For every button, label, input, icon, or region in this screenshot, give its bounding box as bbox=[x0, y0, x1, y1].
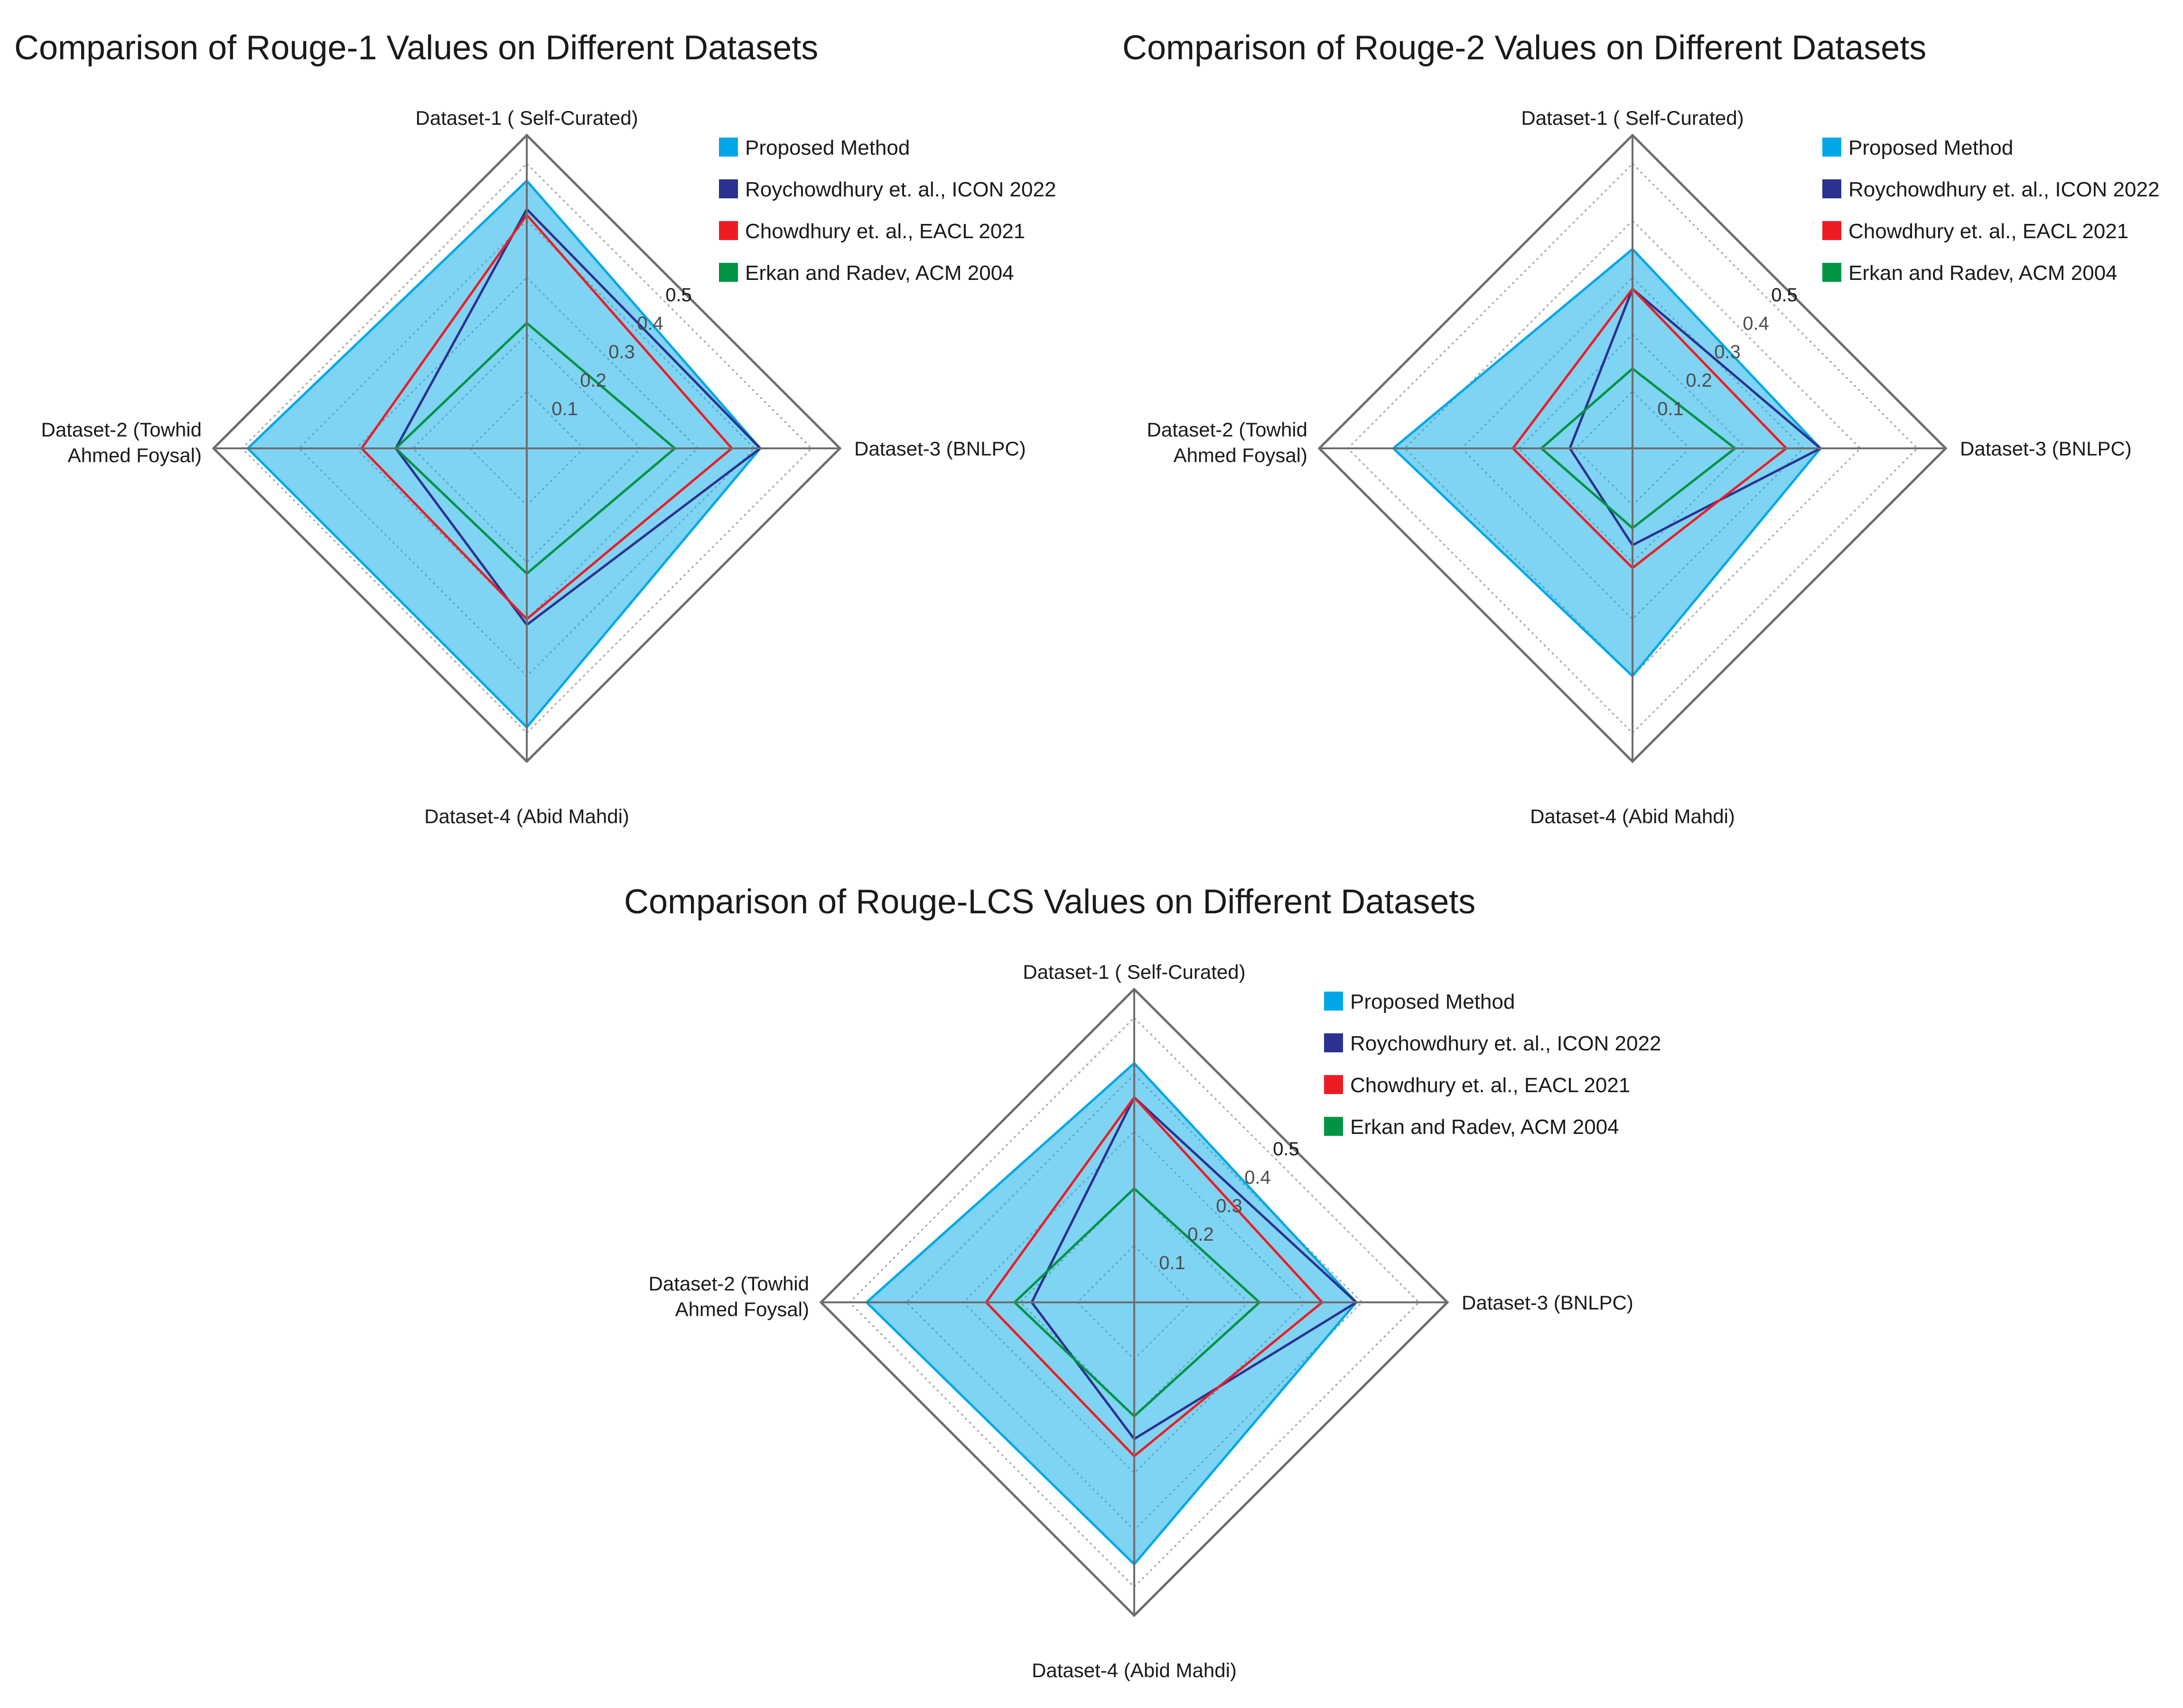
axis-label-line-2: Ahmed Foysal) bbox=[1174, 444, 1307, 466]
legend-entry-1: Proposed Method bbox=[1350, 990, 1515, 1013]
tick-label-4: 0.4 bbox=[637, 313, 663, 334]
axis-label-dataset-3: Dataset-3 (BNLPC) bbox=[1462, 1291, 1633, 1314]
legend-entry-4: Erkan and Radev, ACM 2004 bbox=[1350, 1115, 1619, 1139]
tick-label-4: 0.4 bbox=[1743, 313, 1769, 334]
legend-entry-4: Erkan and Radev, ACM 2004 bbox=[1848, 261, 2118, 285]
legend-entry-3: Chowdhury et. al., EACL 2021 bbox=[1350, 1074, 1630, 1097]
legend: Proposed Method Roychowdhury et. al., ICO… bbox=[1822, 136, 2159, 285]
axis-label-line-1: Dataset-2 (Towhid bbox=[1147, 418, 1307, 441]
outer-frame bbox=[212, 133, 842, 763]
tick-label-2: 0.2 bbox=[580, 370, 606, 391]
axis-label-dataset-2: Dataset-2 (Towhid Ahmed Foysal) bbox=[1147, 418, 1307, 466]
axis-label-dataset-3: Dataset-3 (BNLPC) bbox=[854, 437, 1026, 460]
legend-entry-1: Proposed Method bbox=[1848, 136, 2013, 159]
tick-label-2: 0.2 bbox=[1187, 1224, 1214, 1245]
chart-title: Comparison of Rouge-1 Values on Differen… bbox=[14, 29, 818, 67]
axis-label-dataset-1: Dataset-1 ( Self-Curated) bbox=[1023, 961, 1245, 983]
axis-label-dataset-2: Dataset-2 (Towhid Ahmed Foysal) bbox=[41, 418, 202, 466]
tick-label-1: 0.1 bbox=[551, 399, 578, 419]
tick-label-5: 0.5 bbox=[1771, 285, 1798, 306]
radar-chart-1: Comparison of Rouge-1 Values on Differen… bbox=[14, 29, 1056, 827]
legend-swatch-1 bbox=[719, 138, 738, 157]
tick-label-3: 0.3 bbox=[1216, 1196, 1242, 1216]
axis-label-dataset-4: Dataset-4 (Abid Mahdi) bbox=[1032, 1659, 1237, 1681]
legend-swatch-4 bbox=[1822, 263, 1841, 282]
legend-swatch-2 bbox=[719, 179, 738, 198]
legend-swatch-2 bbox=[1822, 179, 1841, 198]
axis-label-dataset-1: Dataset-1 ( Self-Curated) bbox=[1521, 107, 1744, 129]
chart-title: Comparison of Rouge-LCS Values on Differ… bbox=[624, 883, 1475, 921]
legend-swatch-3 bbox=[1822, 221, 1841, 240]
tick-label-1: 0.1 bbox=[1159, 1253, 1185, 1273]
axis-label-dataset-4: Dataset-4 (Abid Mahdi) bbox=[424, 805, 629, 827]
axis-label-line-2: Ahmed Foysal) bbox=[675, 1298, 809, 1320]
series-polygon-1 bbox=[246, 179, 762, 729]
legend-swatch-1 bbox=[1822, 138, 1841, 157]
grid-ring-5 bbox=[241, 162, 813, 734]
axis-label-dataset-2: Dataset-2 (Towhid Ahmed Foysal) bbox=[649, 1272, 809, 1320]
legend-swatch-4 bbox=[719, 263, 738, 282]
grid-ring-5 bbox=[848, 1016, 1420, 1588]
radar-chart-2: Comparison of Rouge-2 Values on Differen… bbox=[1122, 29, 2159, 827]
legend-entry-2: Roychowdhury et. al., ICON 2022 bbox=[1848, 178, 2159, 201]
legend-entry-3: Chowdhury et. al., EACL 2021 bbox=[745, 220, 1025, 243]
legend: Proposed Method Roychowdhury et. al., ICO… bbox=[719, 136, 1056, 285]
radar-chart-3: Comparison of Rouge-LCS Values on Differ… bbox=[624, 883, 1661, 1681]
axis-label-line-2: Ahmed Foysal) bbox=[68, 444, 202, 466]
tick-label-3: 0.3 bbox=[1714, 342, 1741, 362]
legend-swatch-1 bbox=[1324, 992, 1343, 1011]
axis-label-dataset-4: Dataset-4 (Abid Mahdi) bbox=[1530, 805, 1735, 827]
legend-swatch-3 bbox=[1324, 1075, 1343, 1094]
axis-label-line-1: Dataset-2 (Towhid bbox=[649, 1272, 809, 1295]
axis-label-dataset-1: Dataset-1 ( Self-Curated) bbox=[415, 107, 638, 129]
legend-swatch-3 bbox=[719, 221, 738, 240]
axis-label-dataset-3: Dataset-3 (BNLPC) bbox=[1960, 437, 2132, 460]
tick-label-5: 0.5 bbox=[1273, 1139, 1299, 1160]
legend-swatch-2 bbox=[1324, 1033, 1343, 1052]
tick-label-2: 0.2 bbox=[1686, 370, 1712, 391]
legend-entry-3: Chowdhury et. al., EACL 2021 bbox=[1848, 220, 2128, 243]
tick-label-4: 0.4 bbox=[1244, 1167, 1271, 1188]
legend: Proposed Method Roychowdhury et. al., ICO… bbox=[1324, 990, 1661, 1139]
grid-ring-5 bbox=[1346, 162, 1919, 734]
legend-entry-1: Proposed Method bbox=[745, 136, 910, 159]
chart-title: Comparison of Rouge-2 Values on Differen… bbox=[1122, 29, 1926, 67]
legend-entry-2: Roychowdhury et. al., ICON 2022 bbox=[1350, 1032, 1661, 1055]
legend-entry-2: Roychowdhury et. al., ICON 2022 bbox=[745, 178, 1056, 201]
tick-label-5: 0.5 bbox=[665, 285, 692, 306]
tick-label-3: 0.3 bbox=[608, 342, 635, 362]
tick-label-1: 0.1 bbox=[1657, 399, 1684, 419]
legend-swatch-4 bbox=[1324, 1117, 1343, 1136]
outer-frame bbox=[819, 987, 1449, 1617]
legend-entry-4: Erkan and Radev, ACM 2004 bbox=[745, 261, 1014, 285]
outer-frame bbox=[1317, 133, 1948, 763]
axis-label-line-1: Dataset-2 (Towhid bbox=[41, 418, 202, 441]
